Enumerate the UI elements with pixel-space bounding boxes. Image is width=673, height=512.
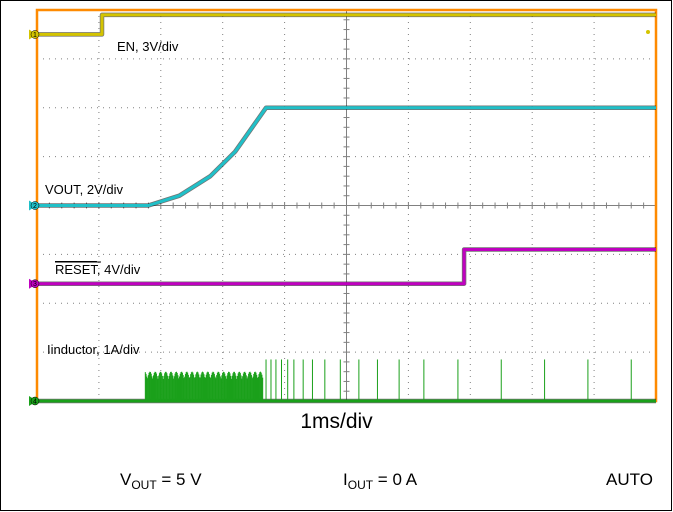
en-label: EN, 3V/div bbox=[117, 39, 179, 54]
inductor-label: Iinductor, 1A/div bbox=[47, 342, 140, 357]
trigger-marker bbox=[646, 29, 650, 34]
vout-trace bbox=[37, 106, 656, 207]
trace-labels: EN, 3V/div VOUT, 2V/div RESET, 4V/div Ii… bbox=[45, 39, 179, 357]
reset-label-scale: , 4V/div bbox=[97, 262, 141, 277]
channel-4-number: 4 bbox=[33, 399, 37, 406]
channel-1-marker bbox=[30, 30, 40, 39]
scope-traces bbox=[37, 12, 656, 404]
vout-condition-subscript: OUT bbox=[131, 478, 157, 492]
channel-3-marker bbox=[30, 279, 40, 288]
vout-condition-symbol: V bbox=[120, 470, 132, 489]
iout-condition: IOUT = 0 A bbox=[343, 470, 417, 492]
channel-2-number: 2 bbox=[33, 203, 37, 210]
channel-2-marker bbox=[30, 201, 40, 210]
iout-condition-symbol: I bbox=[343, 470, 348, 489]
reset-label-name: RESET bbox=[55, 262, 98, 277]
channel-4-marker bbox=[30, 396, 40, 406]
iout-condition-value: = 0 A bbox=[373, 470, 418, 489]
mode-label: AUTO bbox=[606, 470, 653, 489]
timebase-label: 1ms/div bbox=[300, 410, 373, 433]
iout-condition-subscript: OUT bbox=[347, 478, 374, 492]
vout-condition: VOUT = 5 V bbox=[120, 470, 202, 492]
en-trace bbox=[37, 13, 656, 36]
reset-label: RESET, 4V/div bbox=[55, 262, 141, 277]
vout-label: VOUT, 2V/div bbox=[45, 182, 124, 197]
channel-markers: 1 2 3 4 bbox=[29, 29, 650, 406]
reset-trace bbox=[37, 248, 656, 286]
channel-3-number: 3 bbox=[33, 281, 37, 288]
channel-1-number: 1 bbox=[33, 32, 37, 39]
vout-condition-value: = 5 V bbox=[156, 470, 202, 489]
